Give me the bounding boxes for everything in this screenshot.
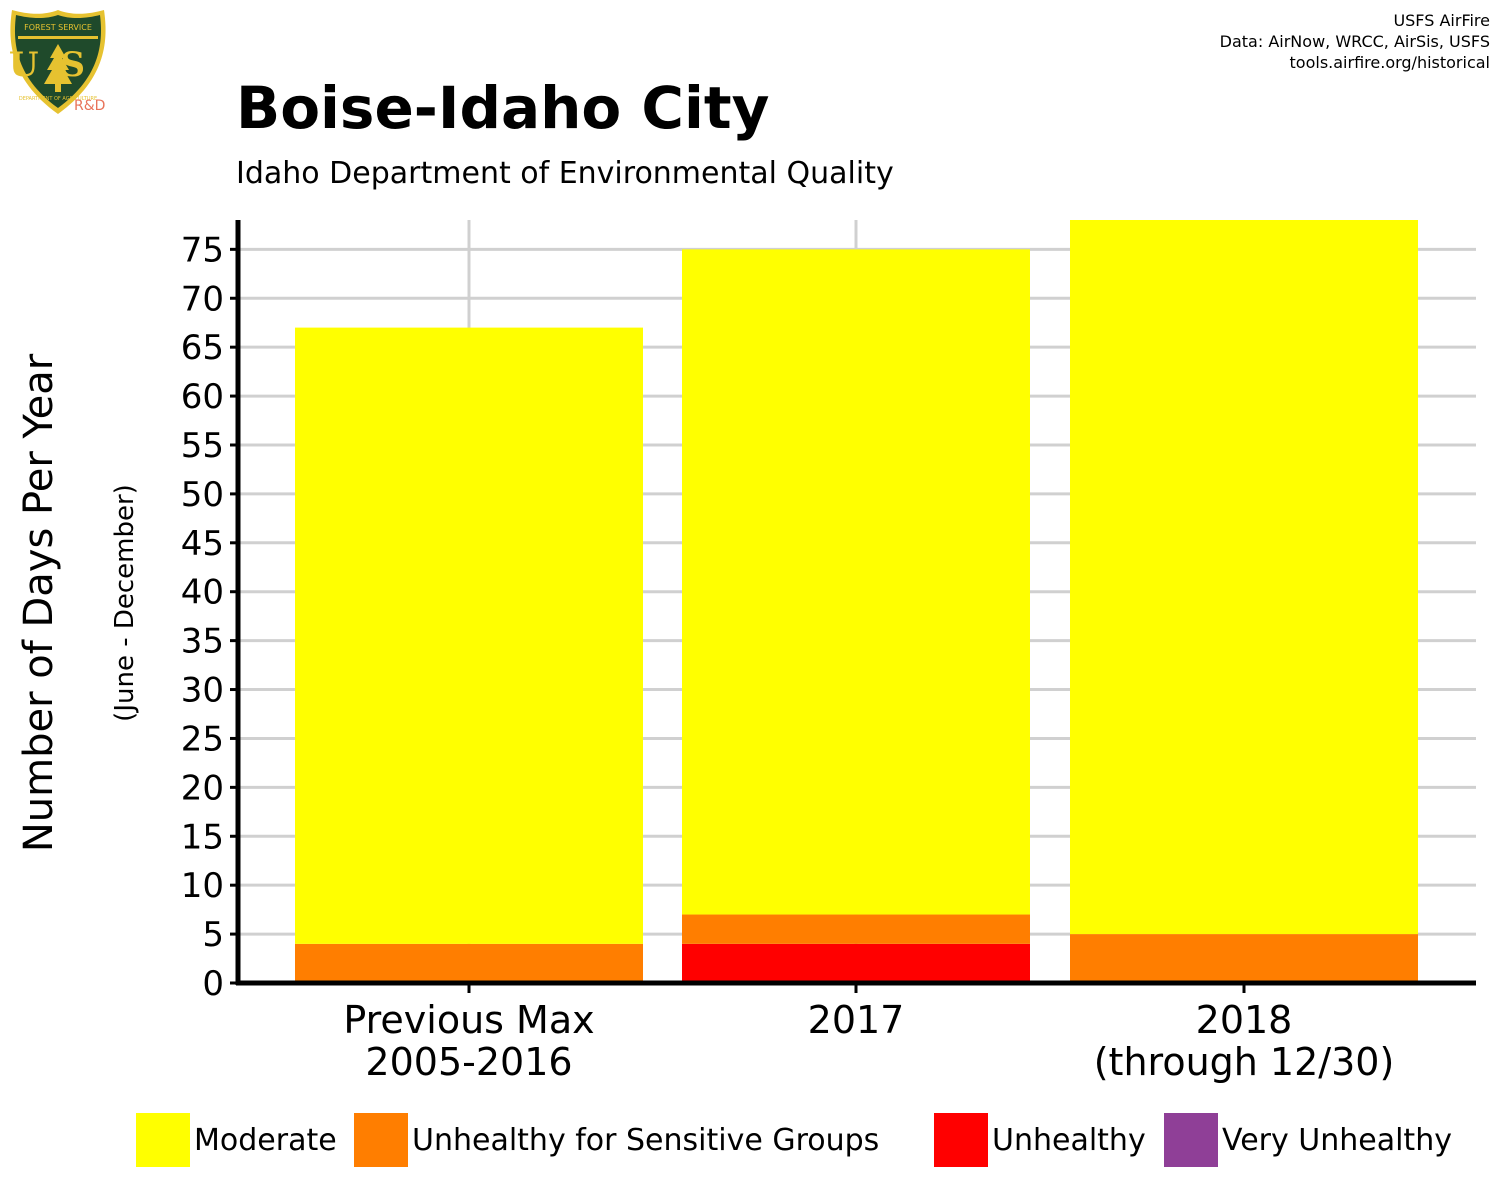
legend-swatch-usg — [354, 1113, 408, 1167]
logo-letters: US — [9, 45, 107, 85]
y-tick-label: 15 — [181, 817, 224, 857]
legend-label: Unhealthy — [992, 1122, 1146, 1158]
legend-swatch-moderate — [136, 1113, 190, 1167]
y-axis-label: Number of Days Per Year — [16, 353, 62, 852]
bar-segment — [682, 249, 1030, 915]
credit-line: USFS AirFire — [1393, 11, 1490, 30]
y-tick-label: 60 — [181, 377, 224, 417]
y-tick-label: 65 — [181, 328, 224, 368]
bar-segment — [295, 327, 643, 944]
bar-segment — [682, 914, 1030, 944]
y-ticks: 0 5 10 15 20 25 30 35 40 45 50 55 60 65 70 75 — [181, 230, 238, 1004]
legend-label: Moderate — [194, 1122, 337, 1158]
legend-label: Very Unhealthy — [1222, 1122, 1452, 1158]
y-tick-label: 20 — [181, 768, 224, 808]
x-tick-label: Previous Max — [343, 998, 594, 1042]
bar-segment — [1070, 220, 1418, 935]
y-tick-label: 25 — [181, 719, 224, 759]
y-tick-label: 75 — [181, 230, 224, 270]
y-tick-label: 5 — [202, 915, 224, 955]
x-tick-label: 2018 — [1196, 998, 1293, 1042]
legend-swatch-unhealthy — [934, 1113, 988, 1167]
bar-segment — [1070, 934, 1418, 983]
y-tick-label: 45 — [181, 524, 224, 564]
logo-top-text: FOREST SERVICE — [24, 23, 92, 32]
legend-label: Unhealthy for Sensitive Groups — [412, 1122, 880, 1158]
y-tick-label: 50 — [181, 475, 224, 515]
legend-item-moderate: Moderate — [136, 1112, 337, 1168]
credit-line: tools.airfire.org/historical — [1289, 53, 1490, 72]
x-tick-label: 2005-2016 — [365, 1040, 572, 1084]
y-tick-label: 30 — [181, 671, 224, 711]
credit-line: Data: AirNow, WRCC, AirSis, USFS — [1219, 32, 1490, 51]
legend-item-unhealthy: Unhealthy — [934, 1112, 1146, 1168]
tree-icon — [44, 44, 72, 92]
legend-swatch-very-unhealthy — [1164, 1113, 1218, 1167]
bar-segment — [295, 943, 643, 983]
y-tick-label: 35 — [181, 622, 224, 662]
y-tick-label: 0 — [202, 964, 224, 1004]
legend-item-very-unhealthy: Very Unhealthy — [1164, 1112, 1452, 1168]
chart-subtitle: Idaho Department of Environmental Qualit… — [236, 156, 894, 191]
legend-item-usg: Unhealthy for Sensitive Groups — [354, 1112, 879, 1168]
y-tick-label: 70 — [181, 279, 224, 319]
bars — [295, 220, 1418, 983]
x-tick-label: (through 12/30) — [1094, 1040, 1395, 1084]
y-axis-sublabel: (June - December) — [110, 484, 140, 722]
logo-sub-label: R&D — [74, 98, 106, 114]
logo-bottom-text: DEPARTMENT OF AGRICULTURE — [19, 96, 97, 102]
y-tick-label: 40 — [181, 573, 224, 613]
legend: Moderate Unhealthy for Sensitive Groups … — [0, 1112, 1500, 1172]
usfs-shield-logo: FOREST SERVICE US DEPARTMENT OF AGRICULT… — [9, 10, 107, 114]
bar-segment — [682, 943, 1030, 983]
chart-title: Boise-Idaho City — [236, 74, 770, 142]
y-tick-label: 10 — [181, 866, 224, 906]
x-tick-label: 2017 — [808, 998, 905, 1042]
credits: USFS AirFire Data: AirNow, WRCC, AirSis,… — [1220, 10, 1490, 73]
y-tick-label: 55 — [181, 426, 224, 466]
